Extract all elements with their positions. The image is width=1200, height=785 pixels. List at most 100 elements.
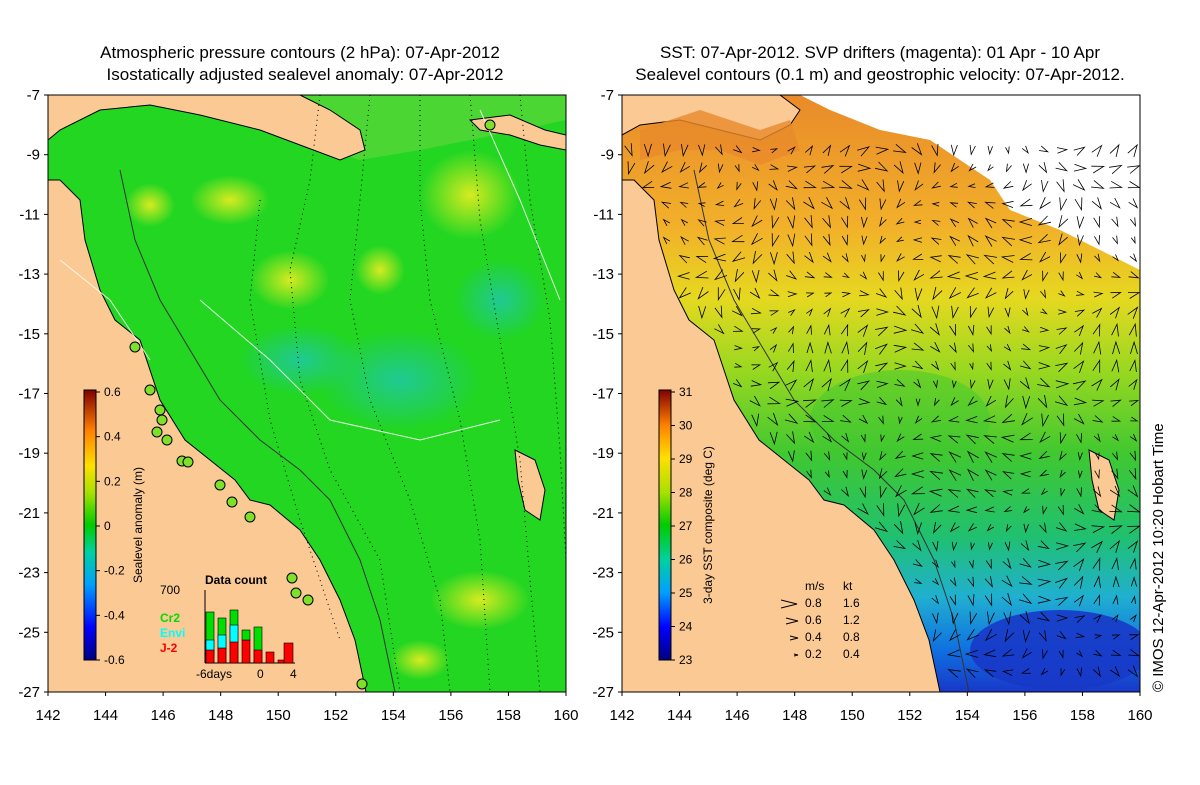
velocity-arrow	[932, 612, 939, 625]
velocity-arrow	[1093, 594, 1100, 606]
velocity-arrow	[929, 270, 943, 279]
right-map-panel: SST: 07-Apr-2012. SVP drifters (magenta)…	[621, 43, 1141, 693]
right-title-line2: Sealevel contours (0.1 m) and geostrophi…	[635, 65, 1124, 84]
velocity-arrow	[1127, 485, 1139, 498]
velocity-arrow	[1003, 378, 1011, 391]
velocity-arrow	[1110, 399, 1122, 407]
velocity-arrow	[787, 342, 794, 354]
colorbar-tick-label: 27	[679, 519, 693, 533]
velocity-arrow	[771, 233, 780, 248]
velocity-arrow	[860, 434, 866, 443]
velocity-arrow	[861, 469, 868, 480]
lon-tick-label: 154	[955, 707, 980, 724]
gulf-water	[48, 95, 566, 160]
velocity-arrow	[1001, 200, 1014, 208]
velocity-arrow	[823, 307, 832, 317]
velocity-arrow	[1001, 453, 1015, 462]
velocity-arrow	[1091, 525, 1106, 533]
velocity-arrow	[1093, 649, 1103, 657]
velocity-arrow	[1003, 343, 1012, 352]
velocity-arrow	[1056, 327, 1068, 335]
velocity-arrow	[1003, 360, 1012, 371]
velocity-arrow	[1109, 485, 1121, 498]
velocity-arrow	[713, 269, 728, 281]
velocity-arrow	[1111, 468, 1119, 480]
velocity-arrow	[1055, 344, 1068, 354]
velocity-arrow	[1056, 614, 1069, 622]
velocity-arrow	[805, 145, 814, 156]
velocity-arrow	[752, 346, 761, 352]
inset-tick-0: 0	[257, 667, 264, 681]
lon-tick-label: 146	[151, 707, 176, 724]
velocity-arrow	[1004, 541, 1011, 552]
velocity-arrow	[1094, 235, 1100, 246]
velocity-arrow	[861, 254, 866, 263]
velocity-arrow	[1041, 413, 1049, 428]
velocity-arrow	[914, 415, 923, 424]
velocity-arrow	[1093, 614, 1102, 623]
velocity-arrow	[1094, 469, 1100, 480]
velocity-arrow	[624, 143, 633, 157]
velocity-arrow	[1001, 413, 1015, 424]
velocity-arrow	[968, 163, 977, 172]
lon-tick-label: 142	[35, 707, 60, 724]
lat-tick-label: -15	[592, 326, 614, 343]
velocity-arrow	[910, 486, 925, 495]
velocity-arrow	[803, 165, 817, 174]
velocity-arrow	[788, 325, 795, 335]
velocity-arrow	[876, 397, 888, 406]
velocity-arrow	[951, 541, 958, 552]
velocity-arrow	[985, 559, 992, 570]
velocity-arrow	[805, 450, 813, 462]
velocity-arrow	[861, 452, 867, 461]
lat-tick-label: -21	[592, 505, 614, 522]
velocity-arrow	[983, 435, 997, 444]
inset-tick-4: 4	[290, 667, 297, 681]
velocity-arrow	[931, 595, 940, 605]
velocity-arrow	[1037, 377, 1051, 388]
legend-j2: J-2	[160, 641, 178, 655]
velocity-arrow	[732, 325, 744, 332]
velocity-arrow	[858, 414, 869, 424]
shelf-contour	[119, 169, 396, 692]
velocity-arrow	[1002, 181, 1014, 189]
velocity-arrow	[1128, 198, 1139, 209]
velocity-arrow	[1076, 650, 1084, 658]
velocity-arrow	[1127, 665, 1139, 678]
velocity-arrow	[1059, 450, 1067, 461]
lon-tick-label: 156	[1012, 707, 1037, 724]
colorbar-tick-label: 23	[679, 653, 693, 667]
velocity-arrow	[805, 292, 815, 298]
velocity-arrow	[1056, 630, 1067, 640]
velocity-arrow	[1055, 380, 1070, 389]
velocity-arrow	[1056, 147, 1069, 154]
velocity-arrow	[822, 233, 831, 247]
legend-row-0-kt: 1.6	[843, 596, 860, 610]
velocity-arrow	[752, 250, 763, 265]
velocity-arrow	[950, 144, 958, 157]
velocity-arrow	[643, 143, 652, 158]
velocity-arrow	[932, 286, 943, 301]
velocity-arrow	[643, 161, 655, 175]
new-caledonia	[514, 449, 546, 521]
velocity-arrow	[932, 521, 942, 534]
velocity-arrow	[1003, 611, 1012, 626]
velocity-arrow	[677, 272, 690, 280]
velocity-arrow	[1128, 378, 1138, 390]
lon-tick-label: 160	[553, 707, 578, 724]
velocity-arrow	[1019, 576, 1033, 585]
velocity-arrow	[861, 216, 868, 229]
velocity-arrow	[841, 234, 849, 246]
velocity-arrow	[969, 611, 978, 625]
velocity-arrow	[931, 181, 941, 189]
velocity-arrow	[1038, 450, 1050, 459]
velocity-arrow	[896, 433, 905, 442]
lon-tick-label: 150	[840, 707, 865, 724]
velocity-arrow	[1055, 522, 1068, 532]
velocity-arrow	[914, 522, 922, 536]
velocity-arrow	[768, 361, 779, 372]
velocity-arrow	[857, 380, 871, 391]
drifter-tracks	[59, 109, 561, 441]
velocity-arrow	[841, 340, 850, 355]
velocity-arrow	[1058, 233, 1068, 246]
